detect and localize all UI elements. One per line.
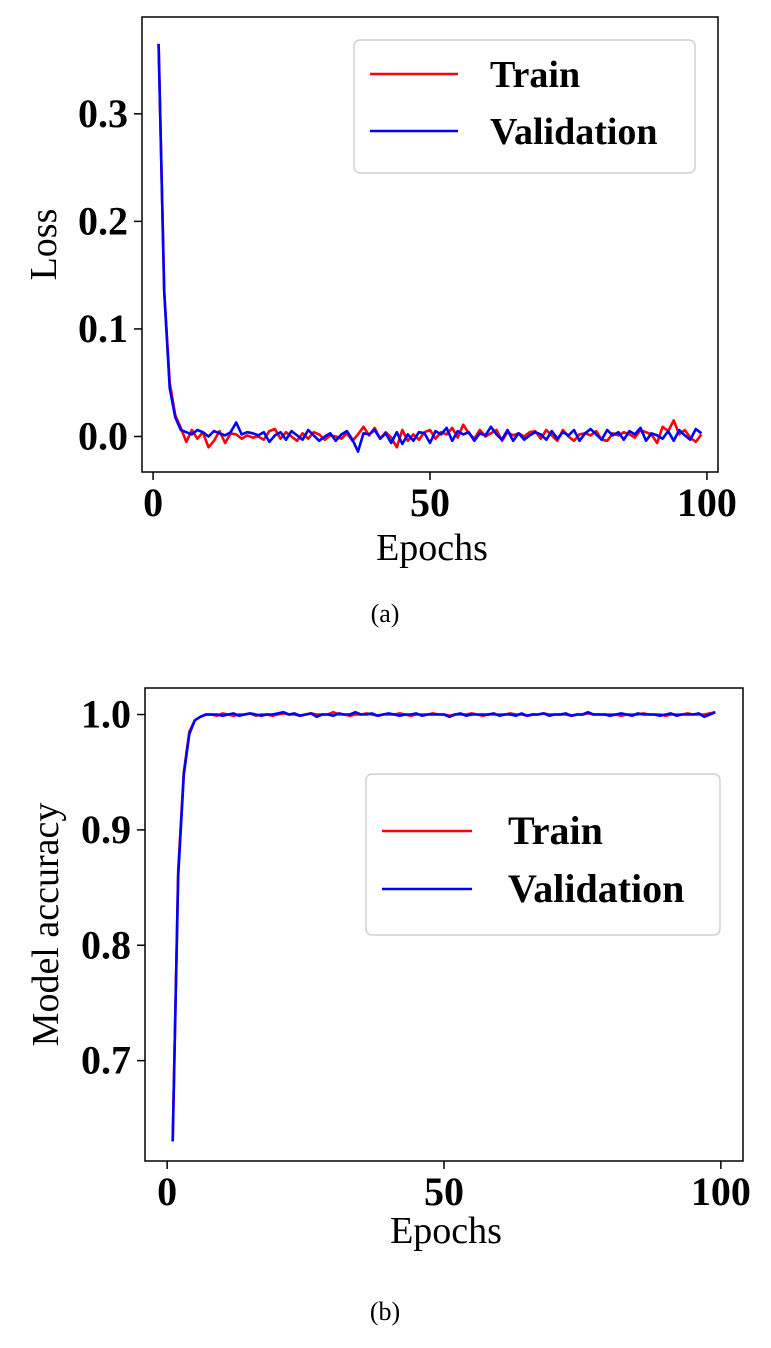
legend-label-validation: Validation: [490, 111, 658, 153]
series-line-train: [157, 43, 703, 449]
loss-chart: 0 50 100 0.0 0.1 0.2 0.3 Epochs Loss Train Validat…: [23, 16, 737, 628]
y-tick-label: 1.0: [81, 692, 131, 737]
y-tick-label: 0.8: [81, 922, 131, 967]
accuracy-chart: 0 50 100 0.7 0.8 0.9 1.0 Epochs Model accuracy Tr…: [25, 687, 751, 1326]
x-tick-label: 0: [157, 1169, 177, 1214]
x-axis-title: Epochs: [390, 1210, 502, 1252]
y-tick-label: 0.3: [78, 91, 128, 136]
y-tick-label: 0.0: [78, 414, 128, 459]
x-tick-label: 50: [410, 480, 450, 525]
y-axis-title: Model accuracy: [25, 803, 67, 1047]
series-line-validation: [157, 43, 703, 453]
legend-label-train: Train: [508, 808, 603, 853]
panel-caption: (b): [370, 1297, 400, 1326]
y-axis-title: Loss: [23, 209, 65, 281]
x-tick-label: 100: [677, 480, 737, 525]
y-tick-label: 0.1: [78, 306, 128, 351]
figure-panel-a: 0 50 100 0.0 0.1 0.2 0.3 Epochs Loss Train Validat…: [0, 0, 771, 640]
series-line-validation: [171, 710, 716, 1142]
y-tick-label: 0.2: [78, 198, 128, 243]
figure-panel-b: 0 50 100 0.7 0.8 0.9 1.0 Epochs Model accuracy Tr…: [0, 660, 771, 1348]
x-tick-label: 50: [424, 1169, 464, 1214]
y-tick-label: 0.7: [81, 1038, 131, 1083]
y-tick-label: 0.9: [81, 807, 131, 852]
x-tick-label: 100: [691, 1169, 751, 1214]
x-tick-label: 0: [143, 480, 163, 525]
panel-caption: (a): [371, 599, 400, 628]
legend-label-train: Train: [490, 54, 580, 96]
x-axis-title: Epochs: [376, 527, 488, 569]
legend-label-validation: Validation: [508, 866, 684, 911]
legend-box: [365, 773, 721, 936]
